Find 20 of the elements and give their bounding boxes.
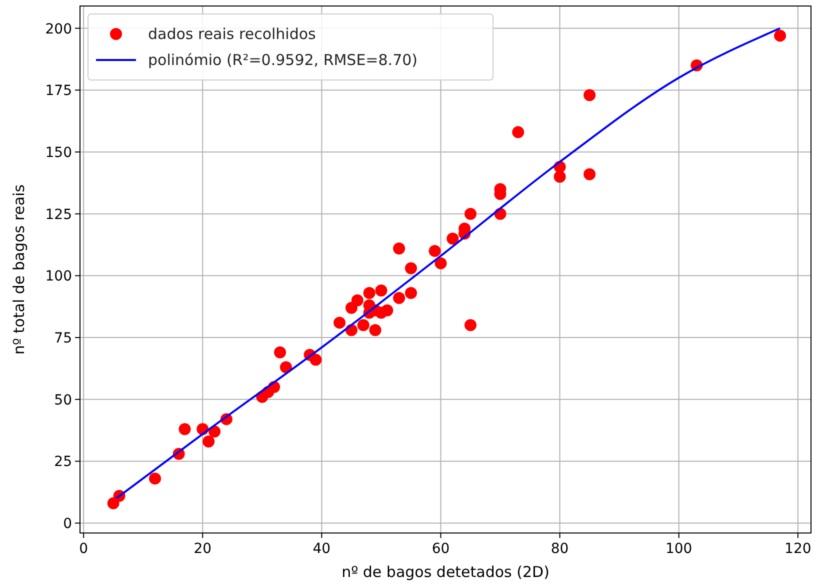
y-tick-label: 25 (54, 454, 72, 470)
y-tick-label: 125 (45, 206, 72, 223)
x-tick-label: 40 (312, 541, 331, 557)
x-tick-label: 0 (79, 541, 88, 557)
y-tick-label: 0 (63, 516, 72, 532)
x-tick-label: 80 (550, 541, 569, 557)
x-axis-title: nº de bagos detetados (2D) (342, 563, 550, 581)
y-tick-label: 200 (45, 21, 72, 38)
x-tick-label: 60 (432, 541, 450, 557)
y-tick-label: 75 (54, 330, 72, 347)
legend-label: dados reais recolhidos (148, 25, 316, 43)
y-axis-title: nº total de bagos reais (10, 184, 28, 355)
x-tick-label: 20 (194, 541, 212, 557)
y-tick-label: 150 (45, 144, 72, 161)
x-tick-label: 100 (665, 541, 692, 557)
y-tick-label: 50 (54, 392, 72, 408)
y-tick-label: 100 (45, 268, 72, 285)
legend-label: polinómio (R²=0.9592, RMSE=8.70) (148, 51, 418, 69)
x-tick-label: 120 (784, 541, 812, 557)
y-tick-label: 175 (45, 83, 72, 100)
